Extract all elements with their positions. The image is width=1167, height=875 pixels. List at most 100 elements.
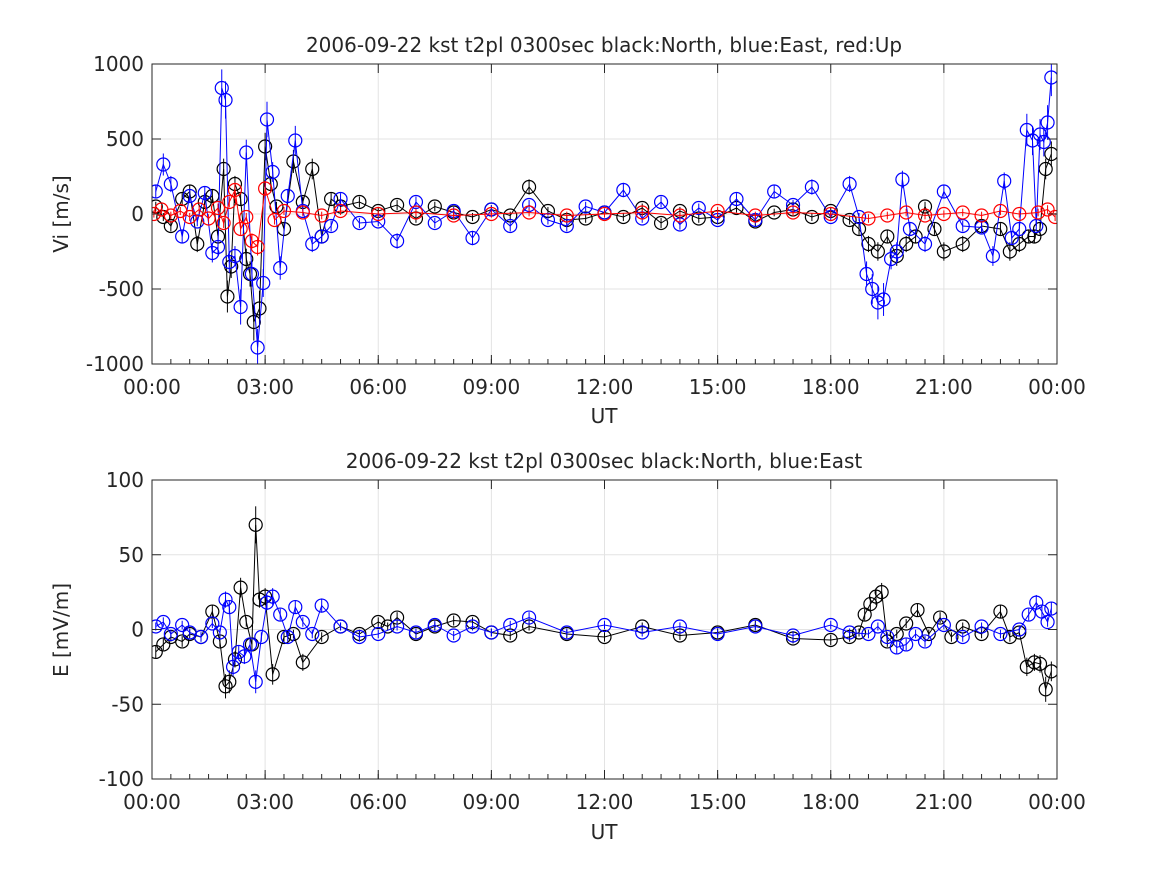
velocity-point-north: [216, 161, 231, 177]
velocity-point-north: [861, 236, 876, 252]
velocity-series-line-up: [153, 188, 1056, 249]
efield-point-north: [175, 634, 190, 649]
velocity-point-north: [955, 236, 970, 252]
velocity-chart-title: 2006-09-22 kst t2pl 0300sec black:North,…: [306, 33, 902, 57]
velocity-point-east: [390, 233, 405, 249]
velocity-point-east: [1032, 127, 1048, 142]
efield-point-east: [559, 625, 574, 640]
velocity-point-north: [465, 209, 480, 225]
efield-point-east: [917, 634, 933, 649]
velocity-point-north: [804, 209, 819, 225]
efield-point-north: [218, 679, 233, 694]
velocity-point-east: [876, 292, 891, 307]
velocity-point-east: [917, 236, 933, 252]
efield-point-east: [974, 619, 989, 634]
x-tick-label: 06:00: [349, 790, 407, 814]
velocity-point-up: [635, 205, 650, 220]
efield-point-north: [239, 614, 254, 630]
efield-point-north: [944, 629, 959, 645]
efield-point-east: [889, 640, 904, 655]
efield-point-east: [1040, 614, 1055, 630]
velocity-point-up: [314, 208, 329, 223]
efield-point-east: [936, 617, 951, 633]
x-tick-label: 09:00: [463, 375, 521, 399]
efield-point-north: [295, 655, 310, 670]
velocity-point-north: [653, 215, 669, 231]
efield-point-north: [1032, 656, 1048, 671]
velocity-point-east: [324, 218, 339, 234]
velocity-point-east: [1040, 115, 1055, 130]
efield-point-north: [1019, 659, 1034, 674]
efield-point-east: [288, 599, 303, 615]
efield-point-east: [503, 617, 518, 633]
velocity-point-up: [1031, 205, 1046, 220]
efield-y-axis-label: E [mV/m]: [49, 583, 73, 677]
x-tick-label: 03:00: [236, 375, 294, 399]
efield-point-east: [521, 610, 537, 625]
efield-point-east: [484, 625, 499, 640]
x-tick-label: 18:00: [802, 375, 860, 399]
velocity-point-up: [250, 239, 265, 255]
velocity-x-axis-label: UT: [591, 404, 619, 428]
efield-point-east: [280, 629, 295, 645]
velocity-point-up: [192, 202, 207, 217]
velocity-point-up: [521, 205, 537, 220]
velocity-point-east: [259, 112, 275, 127]
efield-series-line-north: [155, 524, 1052, 692]
velocity-point-north: [305, 161, 320, 177]
velocity-point-east: [280, 188, 295, 204]
velocity-point-up: [974, 208, 989, 223]
efield-point-east: [163, 626, 178, 642]
velocity-point-east: [1012, 221, 1027, 237]
efield-point-east: [748, 619, 763, 634]
velocity-point-north: [908, 229, 923, 244]
efield-point-east: [371, 626, 386, 642]
velocity-point-north: [767, 205, 782, 220]
velocity-point-up: [880, 208, 895, 223]
velocity-point-north: [220, 289, 235, 304]
efield-point-east: [254, 629, 269, 645]
velocity-point-up: [216, 215, 231, 231]
efield-point-east: [427, 617, 442, 633]
velocity-axes: 00:00 03:00 06:00 09:00 12:00 15:00 18:00 21:00…: [86, 52, 1086, 399]
x-tick-label: 03:00: [236, 790, 294, 814]
velocity-point-north: [390, 197, 405, 213]
velocity-point-east: [616, 182, 631, 198]
velocity-point-east: [1036, 134, 1051, 150]
efield-panel: 2006-09-22 kst t2pl 0300sec black:North,…: [49, 449, 1086, 844]
efield-point-east: [212, 625, 227, 640]
efield-point-east: [785, 628, 801, 643]
velocity-point-north: [1002, 244, 1017, 259]
efield-point-east: [390, 619, 405, 634]
efield-point-north: [152, 644, 163, 660]
efield-point-east: [1012, 622, 1027, 637]
velocity-point-north: [269, 199, 284, 214]
efield-point-north: [265, 667, 280, 682]
velocity-point-north: [427, 199, 442, 214]
velocity-point-east: [210, 239, 226, 255]
velocity-point-north: [1032, 221, 1048, 237]
efield-point-east: [237, 649, 252, 664]
efield-point-north: [910, 602, 925, 618]
efield-grid: [151, 479, 1058, 780]
velocity-point-up: [408, 205, 424, 220]
velocity-point-up: [371, 206, 386, 222]
velocity-point-up: [222, 194, 237, 210]
velocity-point-up: [295, 205, 310, 220]
velocity-point-east: [250, 340, 265, 355]
y-tick-label: 100: [106, 468, 144, 492]
velocity-point-east: [218, 92, 233, 108]
velocity-series-north: [152, 132, 1057, 341]
efield-point-north: [276, 629, 292, 645]
velocity-point-up: [182, 209, 197, 225]
velocity-point-up: [899, 205, 914, 220]
efield-point-north: [156, 637, 171, 652]
efield-point-north: [899, 616, 914, 631]
velocity-point-up: [955, 205, 970, 220]
velocity-series-east: [152, 64, 1057, 364]
velocity-point-north: [578, 211, 593, 226]
velocity-point-east: [273, 260, 288, 276]
velocity-point-up: [597, 206, 612, 222]
efield-point-east: [218, 592, 233, 607]
velocity-point-north: [993, 221, 1008, 237]
